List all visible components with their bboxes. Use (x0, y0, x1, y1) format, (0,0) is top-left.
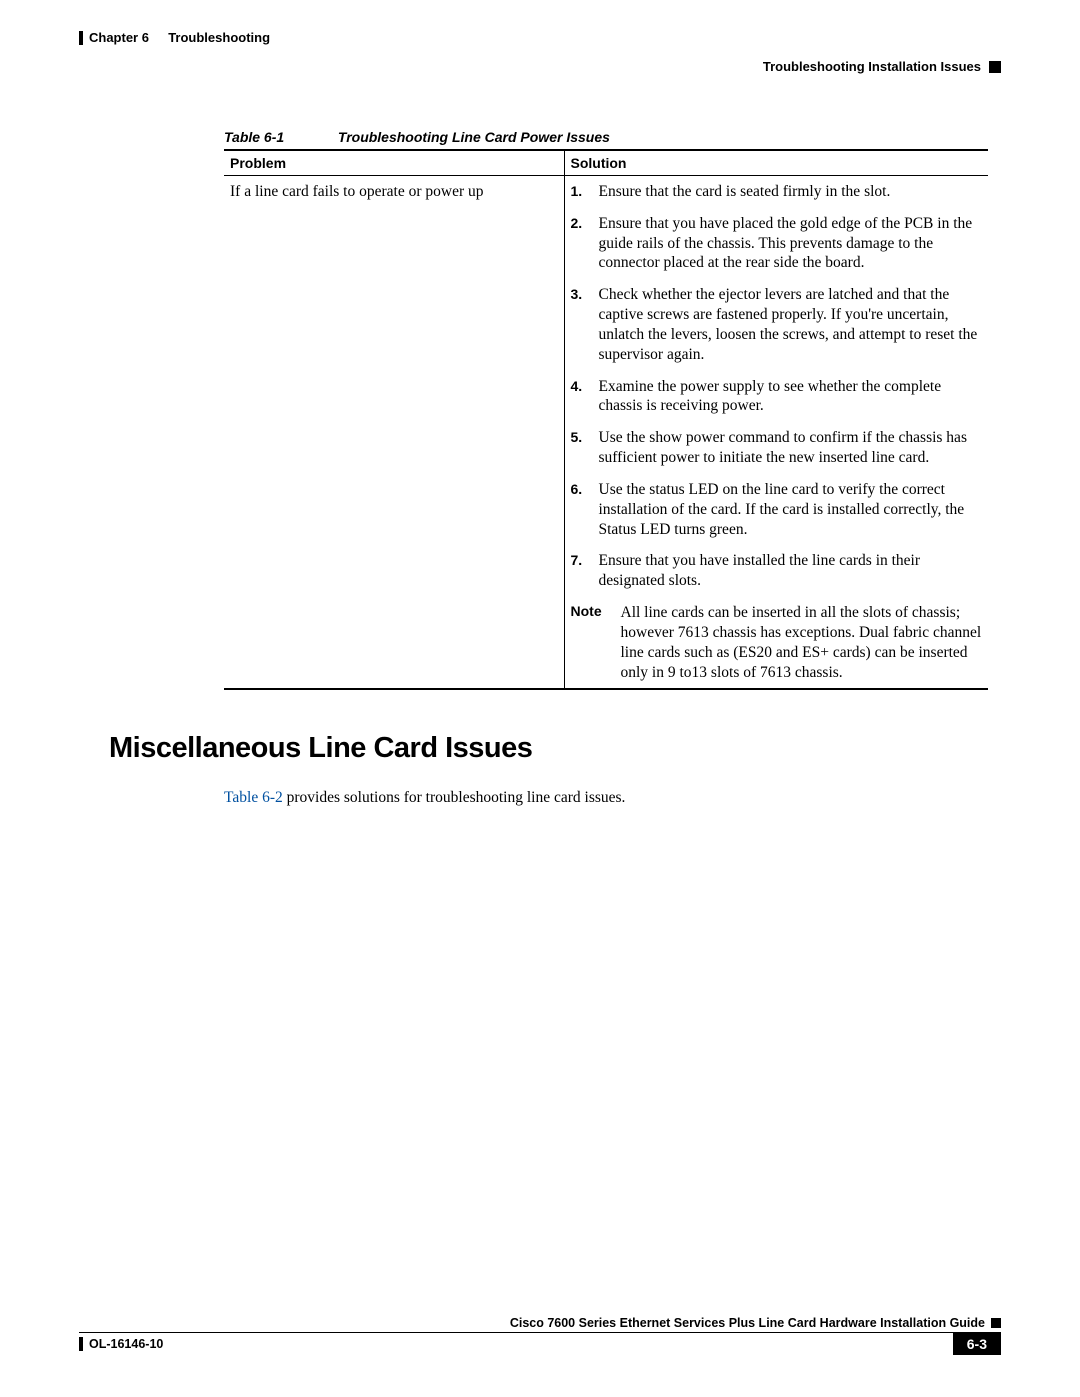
para-rest: provides solutions for troubleshooting l… (283, 789, 626, 806)
column-header-solution: Solution (564, 150, 988, 176)
section-heading: Miscellaneous Line Card Issues (109, 732, 1001, 765)
solution-item: Ensure that the card is seated firmly in… (571, 182, 983, 202)
solution-item: Examine the power supply to see whether … (571, 377, 983, 417)
header-bar-icon (79, 31, 83, 45)
solution-item: Use the show power command to confirm if… (571, 428, 983, 468)
solution-item: Check whether the ejector levers are lat… (571, 285, 983, 364)
solution-item: Use the status LED on the line card to v… (571, 480, 983, 539)
footer-title-row: Cisco 7600 Series Ethernet Services Plus… (79, 1316, 1001, 1333)
header-right: Troubleshooting Installation Issues (79, 59, 1001, 74)
header-box-icon (989, 61, 1001, 73)
footer-line: OL-16146-10 6-3 (79, 1333, 1001, 1355)
footer-box-icon (991, 1318, 1001, 1328)
section-name: Troubleshooting Installation Issues (763, 59, 981, 74)
table-caption: Table 6-1 Troubleshooting Line Card Powe… (224, 129, 1001, 145)
solution-item: Ensure that you have placed the gold edg… (571, 214, 983, 273)
solution-item: Ensure that you have installed the line … (571, 551, 983, 591)
note-row: Note All line cards can be inserted in a… (571, 603, 983, 682)
note-label: Note (571, 603, 621, 682)
doc-id: OL-16146-10 (79, 1333, 163, 1351)
main-content: Table 6-1 Troubleshooting Line Card Powe… (224, 129, 1001, 807)
troubleshooting-table: Problem Solution If a line card fails to… (224, 149, 988, 690)
note-text: All line cards can be inserted in all th… (621, 603, 983, 682)
document-page: Chapter 6 Troubleshooting Troubleshootin… (0, 0, 1080, 1397)
page-footer: Cisco 7600 Series Ethernet Services Plus… (79, 1316, 1001, 1355)
header-left: Chapter 6 Troubleshooting (79, 30, 1001, 45)
solution-cell: Ensure that the card is seated firmly in… (564, 176, 988, 690)
column-header-problem: Problem (224, 150, 564, 176)
chapter-number: Chapter 6 (89, 30, 149, 45)
table-title: Troubleshooting Line Card Power Issues (338, 129, 610, 145)
footer-bar-icon (79, 1337, 83, 1351)
problem-text: If a line card fails to operate or power… (224, 176, 564, 690)
body-paragraph: Table 6-2 provides solutions for trouble… (224, 789, 1001, 807)
solution-list: Ensure that the card is seated firmly in… (571, 182, 983, 591)
table-reference-link[interactable]: Table 6-2 (224, 789, 283, 806)
doc-id-text: OL-16146-10 (89, 1337, 163, 1351)
chapter-title: Troubleshooting (168, 30, 270, 45)
page-number: 6-3 (953, 1333, 1001, 1355)
guide-title: Cisco 7600 Series Ethernet Services Plus… (510, 1316, 985, 1330)
table-number: Table 6-1 (224, 129, 334, 145)
